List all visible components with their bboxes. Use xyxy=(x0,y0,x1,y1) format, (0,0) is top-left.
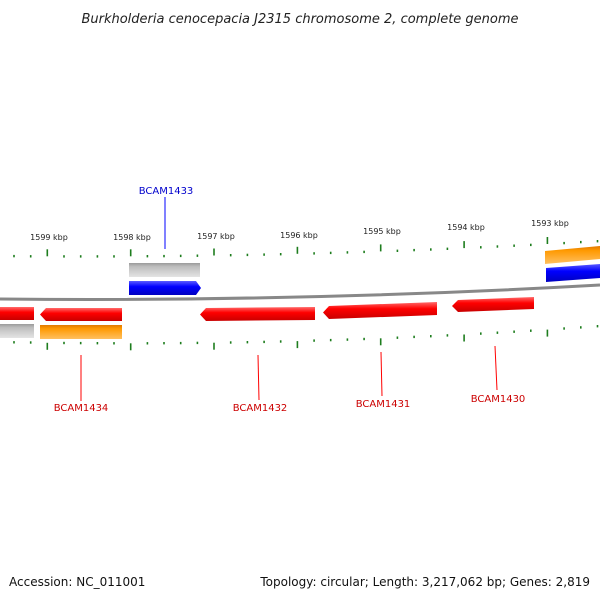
gene-label-BCAM1430[interactable]: BCAM1430 xyxy=(471,394,526,405)
leader-BCAM1431 xyxy=(380,351,383,397)
forward-track xyxy=(129,246,600,295)
gene-label-BCAM1433[interactable]: BCAM1433 xyxy=(139,186,194,197)
gene-label-BCAM1431[interactable]: BCAM1431 xyxy=(356,399,411,410)
orange-feature-left[interactable] xyxy=(40,325,122,339)
gene-BCAM1433-arrow[interactable] xyxy=(129,281,201,295)
chromosome-backbone xyxy=(0,283,600,301)
scale-label-1596: 1596 kbp xyxy=(280,231,318,240)
genome-summary-text: Topology: circular; Length: 3,217,062 bp… xyxy=(259,575,590,589)
leader-BCAM1432 xyxy=(257,354,260,401)
outer-scale xyxy=(13,237,599,258)
orange-feature-right[interactable] xyxy=(545,246,600,264)
scale-label-1595: 1595 kbp xyxy=(363,227,401,236)
scale-label-1598: 1598 kbp xyxy=(113,233,151,242)
red-feature-left-edge[interactable] xyxy=(0,307,34,320)
gene-labels: BCAM1433 BCAM1434 BCAM1432 BCAM1431 BCAM… xyxy=(54,186,526,414)
scale-label-1599: 1599 kbp xyxy=(30,233,68,242)
gene-BCAM1431-arrow[interactable] xyxy=(323,302,437,319)
leader-lines xyxy=(80,197,498,401)
gene-BCAM1432-arrow[interactable] xyxy=(200,307,315,321)
leader-BCAM1430 xyxy=(494,345,498,391)
scale-label-1594: 1594 kbp xyxy=(447,223,485,232)
gene-BCAM1430-arrow[interactable] xyxy=(452,297,534,312)
scale-label-1597: 1597 kbp xyxy=(197,232,235,241)
accession-text: Accession: NC_011001 xyxy=(9,575,145,589)
reverse-track xyxy=(0,297,534,339)
rna-feature-forward[interactable] xyxy=(129,263,200,277)
map-title: Burkholderia cenocepacia J2315 chromosom… xyxy=(81,12,518,27)
rna-feature-reverse[interactable] xyxy=(0,324,34,338)
gene-label-BCAM1432[interactable]: BCAM1432 xyxy=(233,403,288,414)
gene-label-BCAM1434[interactable]: BCAM1434 xyxy=(54,403,109,414)
scale-labels: 1599 kbp 1598 kbp 1597 kbp 1596 kbp 1595… xyxy=(30,219,569,242)
scale-label-1593: 1593 kbp xyxy=(531,219,569,228)
blue-feature-right[interactable] xyxy=(546,264,600,282)
gene-BCAM1434-arrow[interactable] xyxy=(40,308,122,321)
inner-scale xyxy=(13,325,599,351)
